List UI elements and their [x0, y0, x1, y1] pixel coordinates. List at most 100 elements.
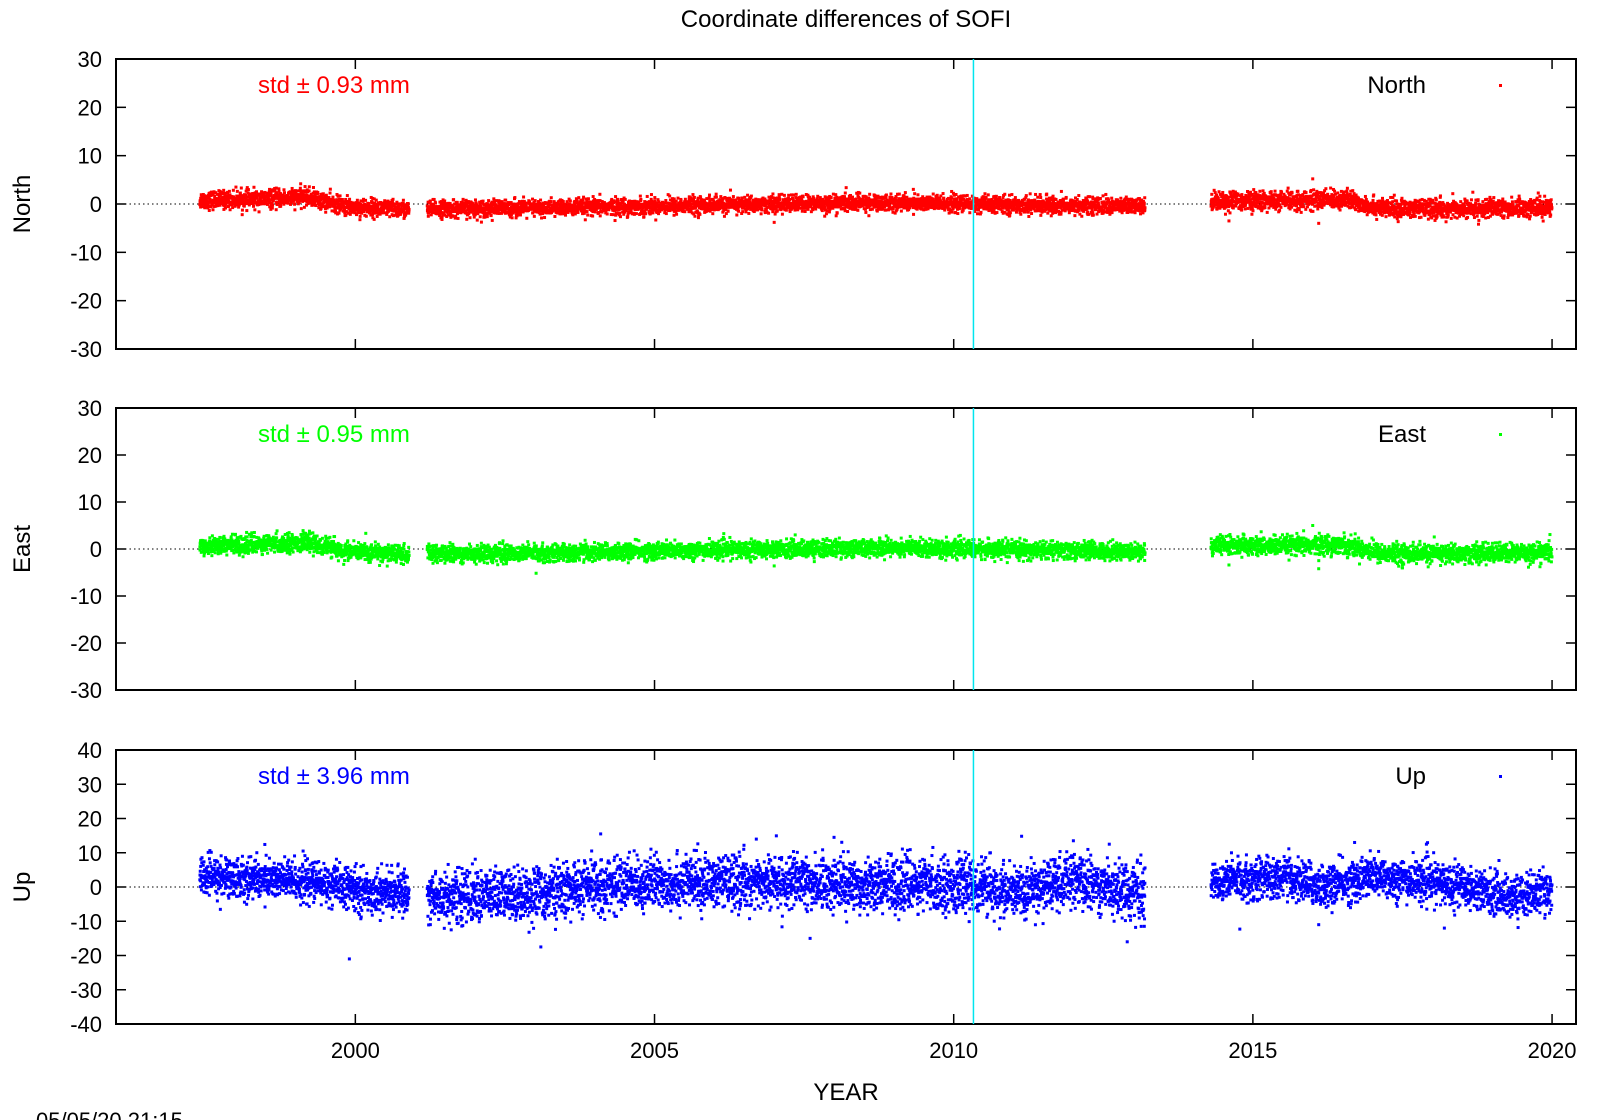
north-data-point	[895, 208, 899, 212]
north-data-point	[739, 199, 743, 203]
north-data-point	[286, 201, 290, 205]
north-data-point	[1104, 192, 1108, 196]
north-data-point	[759, 200, 763, 204]
north-data-point	[780, 192, 784, 196]
north-data-point	[279, 192, 283, 196]
north-data-point	[800, 197, 804, 201]
north-data-point	[723, 195, 727, 199]
north-data-point	[568, 199, 572, 203]
north-data-point	[649, 202, 653, 206]
north-data-point	[761, 200, 765, 204]
north-data-point	[616, 198, 620, 202]
north-data-point	[443, 199, 447, 203]
north-data-point	[889, 192, 893, 196]
north-data-point	[503, 209, 507, 213]
north-data-point	[313, 193, 317, 197]
north-data-point	[836, 200, 840, 204]
north-data-point	[1101, 194, 1105, 198]
north-data-point	[1045, 192, 1049, 196]
north-data-point	[994, 194, 998, 198]
north-data-point	[406, 202, 410, 206]
north-data-point	[211, 191, 215, 195]
north-data-point	[388, 215, 392, 219]
north-data-point	[884, 196, 888, 200]
north-data-point	[324, 210, 328, 214]
north-data-point	[302, 205, 306, 209]
north-data-point	[875, 209, 879, 213]
north-data-point	[687, 197, 691, 201]
north-data-point	[902, 196, 906, 200]
north-data-point	[779, 208, 783, 212]
north-data-point	[827, 210, 831, 214]
north-data-point	[201, 192, 205, 196]
north-data-point	[220, 191, 224, 195]
north-data-point	[297, 200, 301, 204]
north-data-point	[590, 201, 594, 205]
north-data-point	[232, 195, 236, 199]
north-data-point	[852, 207, 856, 211]
north-data-point	[395, 200, 399, 204]
north-data-point	[474, 208, 478, 212]
north-data-point	[773, 197, 777, 201]
north-data-point	[503, 211, 507, 215]
north-data-point	[563, 203, 567, 207]
north-data-point	[664, 199, 668, 203]
north-data-point	[344, 213, 348, 217]
north-data-point	[705, 197, 709, 201]
north-data-point	[210, 203, 214, 207]
north-data-point	[282, 198, 286, 202]
north-data-point	[1119, 196, 1123, 200]
north-data-point	[221, 201, 225, 205]
north-data-point	[222, 207, 226, 211]
north-data-point	[273, 189, 277, 193]
north-data-point	[390, 205, 394, 209]
north-data-point	[426, 214, 430, 218]
north-data-point	[867, 214, 871, 218]
north-data-point	[784, 201, 788, 205]
north-data-point	[931, 192, 935, 196]
north-data-point	[545, 208, 549, 212]
north-data-point	[1064, 195, 1068, 199]
north-data-point	[644, 212, 648, 216]
north-data-point	[554, 207, 558, 211]
north-data-point	[283, 191, 287, 195]
north-data-point	[454, 214, 458, 218]
north-data-point	[372, 206, 376, 210]
north-data-point	[724, 212, 728, 216]
north-data-point	[213, 194, 217, 198]
north-data-point	[740, 211, 744, 215]
north-data-point	[867, 197, 871, 201]
north-data-point	[1034, 192, 1038, 196]
north-data-point	[835, 195, 839, 199]
north-data-point	[748, 200, 752, 204]
north-data-point	[473, 198, 477, 202]
north-data-point	[345, 194, 349, 198]
north-data-point	[753, 208, 757, 212]
north-data-point	[752, 210, 756, 214]
north-data-point	[823, 205, 827, 209]
north-data-point	[270, 201, 274, 205]
north-data-point	[873, 194, 877, 198]
north-data-point	[688, 207, 692, 211]
north-data-point	[782, 204, 786, 208]
north-data-point	[429, 213, 433, 217]
north-data-point	[222, 192, 226, 196]
north-data-point	[282, 202, 286, 206]
north-data-point	[494, 199, 498, 203]
north-data-point	[271, 203, 275, 207]
north-data-point	[675, 212, 679, 216]
north-data-point	[649, 211, 653, 215]
north-data-point	[842, 195, 846, 199]
north-data-point	[691, 193, 695, 197]
north-data-point	[979, 210, 983, 214]
north-data-point	[818, 196, 822, 200]
north-data-point	[653, 196, 657, 200]
north-data-point	[771, 207, 775, 211]
north-data-point	[811, 208, 815, 212]
north-data-point	[758, 207, 762, 211]
north-data-point	[881, 200, 885, 204]
north-data-point	[593, 198, 597, 202]
north-data-point	[538, 212, 542, 216]
north-data-point	[886, 199, 890, 203]
